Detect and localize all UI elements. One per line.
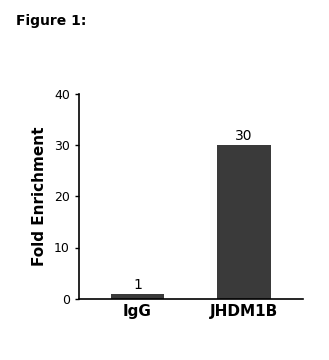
Text: 30: 30 (235, 129, 253, 143)
Text: 1: 1 (133, 278, 142, 292)
Text: Figure 1:: Figure 1: (16, 14, 87, 28)
Bar (111, 294, 164, 299)
Bar (217, 145, 271, 299)
Y-axis label: Fold Enrichment: Fold Enrichment (32, 126, 47, 266)
